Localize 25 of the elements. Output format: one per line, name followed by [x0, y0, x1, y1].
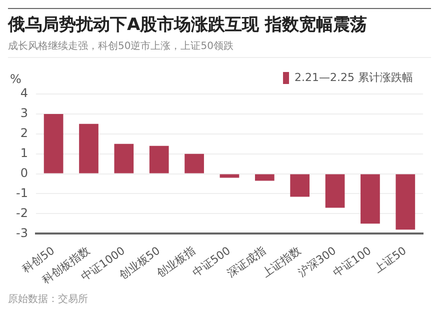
bar: [184, 154, 204, 174]
bar: [360, 174, 380, 224]
chart-subtitle: 成长风格继续走强，科创50逆市上涨，上证50领跌: [8, 39, 431, 58]
bar: [220, 174, 240, 178]
bar: [149, 146, 169, 174]
text: 原始数据：交易所: [8, 292, 89, 306]
y-tick-label: 0: [20, 166, 28, 180]
y-tick-label: -2: [16, 206, 28, 220]
y-tick-label: 3: [20, 106, 28, 120]
y-axis-title: %: [10, 72, 22, 86]
y-tick-label: 1: [20, 146, 28, 160]
x-tick-label: 上证50: [372, 244, 409, 276]
bar: [325, 174, 345, 208]
bar: [79, 124, 98, 174]
y-tick-label: 4: [20, 86, 28, 100]
y-tick-label: -1: [16, 186, 28, 200]
bar: [254, 174, 274, 181]
bar: [44, 114, 64, 174]
bar: [290, 174, 310, 197]
y-tick-label: -3: [16, 226, 28, 240]
legend-label: 2.21—2.25 累计涨跌幅: [294, 70, 414, 84]
y-tick-label: 2: [20, 126, 28, 140]
bar: [396, 174, 416, 230]
chart-title: 俄乌局势扰动下A股市场涨跌互现 指数宽幅震荡: [8, 8, 431, 36]
bar: [114, 144, 134, 174]
